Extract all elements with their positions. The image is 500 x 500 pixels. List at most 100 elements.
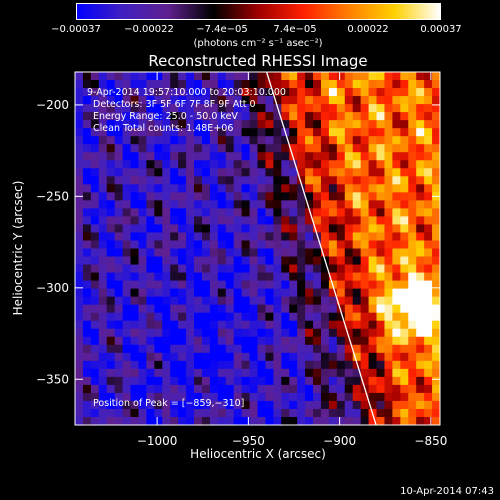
heatmap-cell	[90, 288, 100, 298]
heatmap-cell	[368, 376, 377, 386]
heatmap-cell	[122, 176, 131, 185]
heatmap-cell	[273, 216, 282, 225]
heatmap-cell	[98, 400, 108, 410]
heatmap-cell	[209, 104, 219, 113]
heatmap-cell	[162, 96, 171, 105]
heatmap-cell	[265, 280, 274, 290]
heatmap-cell	[432, 296, 441, 306]
heatmap-cell	[336, 176, 346, 185]
heatmap-cell	[424, 88, 433, 97]
heatmap-cell	[122, 288, 131, 298]
colorbar-tick-label: −7.4e−05	[196, 24, 248, 35]
heatmap-cell	[368, 312, 377, 322]
heatmap-cell	[114, 144, 123, 153]
heatmap-cell	[352, 280, 362, 290]
heatmap-cell	[186, 376, 195, 386]
heatmap-cell	[170, 416, 179, 426]
heatmap-cell	[384, 368, 393, 378]
heatmap-cell	[392, 280, 401, 290]
heatmap-cell	[162, 88, 171, 97]
heatmap-cell	[416, 192, 425, 201]
heatmap-cell	[233, 344, 243, 354]
heatmap-cell	[408, 176, 417, 185]
heatmap-cell	[194, 192, 203, 201]
heatmap-cell	[154, 272, 163, 281]
heatmap-cell	[376, 136, 385, 145]
heatmap-cell	[146, 248, 155, 257]
heatmap-cell	[170, 312, 179, 322]
heatmap-cell	[154, 392, 163, 402]
heatmap-cell	[352, 368, 362, 378]
heatmap-cell	[225, 328, 235, 338]
heatmap-cell	[305, 136, 314, 145]
heatmap-cell	[154, 320, 163, 330]
heatmap-cell	[344, 320, 354, 330]
heatmap-cell	[289, 120, 298, 129]
heatmap-cell	[368, 352, 377, 362]
heatmap-cell	[241, 80, 250, 89]
heatmap-cell	[400, 144, 409, 153]
heatmap-cell	[90, 272, 100, 281]
heatmap-cell	[360, 360, 369, 370]
heatmap-cell	[201, 248, 211, 257]
heatmap-cell	[106, 392, 116, 402]
heatmap-cell	[352, 328, 362, 338]
heatmap-cell	[194, 128, 203, 137]
colorbar-tick-label: 0.00022	[347, 24, 389, 35]
heatmap-cell	[233, 168, 243, 177]
heatmap-cell	[336, 272, 346, 281]
heatmap-cell	[130, 152, 139, 161]
heatmap-cell	[90, 392, 100, 402]
heatmap-cell	[328, 384, 338, 394]
heatmap-cell	[265, 112, 274, 121]
heatmap-cell	[352, 80, 362, 89]
heatmap-cell	[178, 328, 187, 338]
heatmap-cell	[297, 184, 306, 193]
heatmap-cell	[336, 192, 346, 201]
heatmap-cell	[170, 248, 179, 257]
heatmap-cell	[75, 160, 84, 169]
heatmap-cell	[281, 80, 290, 89]
heatmap-cell	[273, 176, 282, 185]
heatmap-cell	[432, 328, 441, 338]
heatmap-cell	[289, 288, 298, 298]
heatmap-cell	[146, 392, 155, 402]
heatmap-cell	[82, 296, 92, 306]
heatmap-cell	[201, 112, 211, 121]
heatmap-cell	[98, 152, 108, 161]
heatmap-cell	[209, 168, 219, 177]
heatmap-cell	[320, 136, 330, 145]
heatmap-cell	[424, 392, 433, 402]
heatmap-cell	[257, 88, 266, 97]
heatmap-cell	[432, 80, 441, 89]
heatmap-cell	[400, 312, 409, 322]
heatmap-cell	[90, 80, 100, 89]
heatmap-cell	[281, 120, 290, 129]
heatmap-cell	[384, 224, 393, 233]
heatmap-cell	[90, 304, 100, 314]
heatmap-cell	[233, 304, 243, 314]
heatmap-cell	[432, 400, 441, 410]
heatmap-cell	[98, 304, 108, 314]
heatmap-cell	[320, 176, 330, 185]
heatmap-cell	[289, 72, 298, 81]
heatmap-cell	[368, 136, 377, 145]
heatmap-cell	[328, 360, 338, 370]
heatmap-cell	[320, 104, 330, 113]
heatmap-cell	[432, 312, 441, 322]
heatmap-cell	[114, 384, 123, 394]
heatmap-cell	[344, 408, 354, 418]
heatmap-cell	[90, 104, 100, 113]
heatmap-cell	[408, 328, 417, 338]
heatmap-cell	[201, 344, 211, 354]
heatmap-cell	[408, 296, 417, 306]
heatmap-cell	[170, 272, 179, 281]
heatmap-cell	[400, 176, 409, 185]
colorbar-tick-label: 7.4e−05	[273, 24, 317, 35]
heatmap-cell	[75, 96, 84, 105]
heatmap-cell	[130, 392, 139, 402]
heatmap-cell	[257, 80, 266, 89]
heatmap-cell	[130, 288, 139, 298]
heatmap-cell	[265, 96, 274, 105]
heatmap-cell	[257, 392, 266, 402]
